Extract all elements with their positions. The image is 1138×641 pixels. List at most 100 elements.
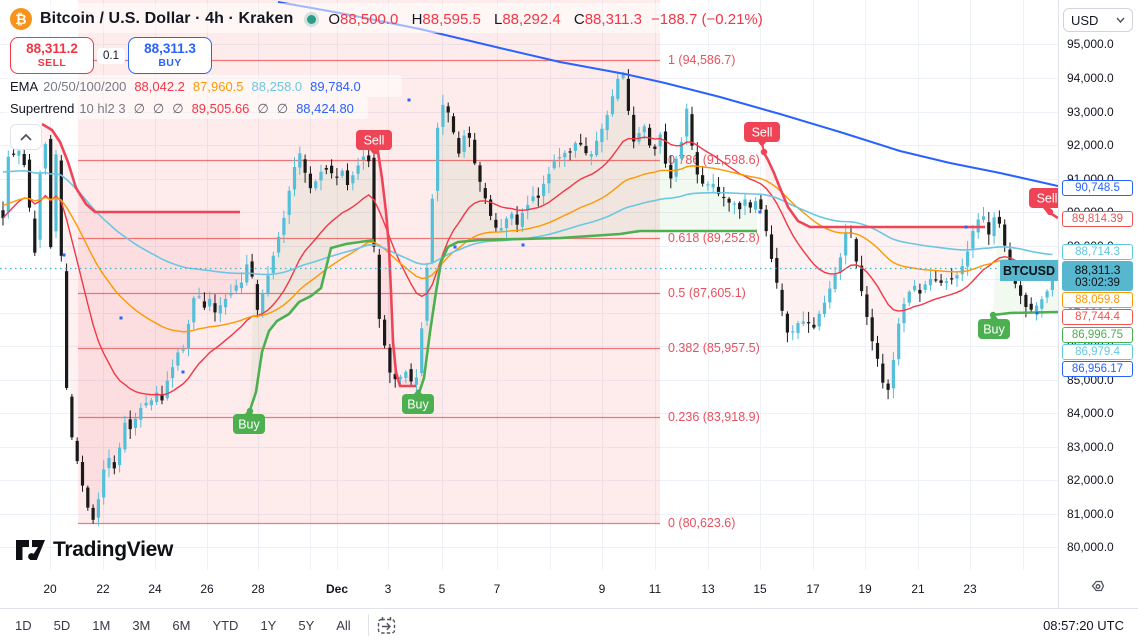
- time-tick: 26: [200, 582, 214, 596]
- sell-marker[interactable]: Sell: [1029, 188, 1058, 216]
- indicator-value: 89,505.66: [191, 101, 250, 116]
- supertrend-fill: [250, 155, 374, 410]
- indicator-price-label: 87,744.4: [1062, 309, 1133, 325]
- price-axis[interactable]: USD 95,000.0 94,000.0 93,000.0 92,000.0 91,0…: [1058, 0, 1138, 570]
- spread-value: 0.1: [97, 47, 125, 64]
- trade-dot-icon: [407, 98, 411, 102]
- legend-backdrop: [6, 97, 368, 119]
- fib-level-label: 0.382 (85,957.5): [668, 341, 760, 355]
- ema-name: EMA: [10, 79, 39, 94]
- ema-params: 20/50/100/200: [43, 79, 127, 94]
- indicator-value: 87,960.5: [192, 79, 244, 94]
- svg-text:BTCUSD: BTCUSD: [1003, 264, 1055, 278]
- sell-marker[interactable]: Sell: [356, 130, 392, 155]
- trade-dot-icon: [119, 316, 123, 320]
- svg-text:Buy: Buy: [407, 398, 429, 412]
- high-value: 88,595.5: [422, 10, 481, 28]
- ohlc-values: O88,500.0 H88,595.5 L88,292.4 C88,311.3: [328, 11, 642, 28]
- trade-dot-icon: [964, 225, 968, 229]
- supertrend-params: 10 hl2 3: [79, 101, 126, 116]
- indicator-value: 89,784.0: [310, 79, 361, 94]
- axis-corner-divider: [1058, 570, 1059, 608]
- legend-backdrop: [6, 3, 718, 33]
- time-tick: 23: [963, 582, 977, 596]
- range-button-5y[interactable]: 5Y: [298, 617, 315, 633]
- indicator-value: ∅: [152, 101, 165, 116]
- buy-marker[interactable]: Buy: [402, 389, 434, 414]
- range-button-6m[interactable]: 6M: [172, 617, 191, 633]
- price-tick: 93,000.0: [1067, 105, 1114, 119]
- indicator-price-label: 86,956.17: [1062, 361, 1133, 377]
- tradingview-watermark: TradingView: [16, 538, 173, 562]
- time-tick: 21: [911, 582, 925, 596]
- buy-button[interactable]: 88,311.3 BUY: [128, 37, 212, 74]
- indicator-price-label: 89,814.39: [1062, 211, 1133, 227]
- time-tick: 17: [806, 582, 820, 596]
- trade-dot-icon: [1035, 311, 1039, 315]
- low-value: 88,292.4: [502, 10, 561, 28]
- symbol-row[interactable]: ₿ Bitcoin / U.S. Dollar · 4h · Kraken O8…: [10, 8, 763, 30]
- price-tick: 83,000.0: [1067, 440, 1114, 454]
- time-tick: 22: [96, 582, 110, 596]
- chevron-up-icon: [20, 133, 32, 141]
- buy-label: BUY: [158, 57, 182, 69]
- range-button-5d[interactable]: 5D: [53, 617, 71, 633]
- toolbar-divider: [367, 614, 369, 636]
- ema20-line[interactable]: [2, 136, 1053, 396]
- symbol-title[interactable]: Bitcoin / U.S. Dollar · 4h · Kraken: [40, 10, 294, 27]
- indicator-value: ∅: [172, 101, 184, 116]
- currency-selector[interactable]: USD: [1063, 8, 1133, 32]
- high-key: H: [411, 10, 423, 28]
- buy-price: 88,311.3: [144, 41, 196, 56]
- ema-legend-row[interactable]: EMA 20/50/100/200 88,042.2 87,960.5 88,258.0…: [10, 79, 361, 94]
- range-button-1y[interactable]: 1Y: [260, 617, 277, 633]
- legend-collapse-button[interactable]: [10, 124, 42, 150]
- sell-price: 88,311.2: [26, 41, 78, 56]
- supertrend-sell-line[interactable]: [41, 122, 240, 214]
- supertrend-buy-line[interactable]: [248, 238, 375, 411]
- sell-button[interactable]: 88,311.2 SELL: [10, 37, 94, 74]
- ema-values: 88,042.2 87,960.5 88,258.0 89,784.0: [126, 79, 360, 94]
- close-value: 88,311.3: [584, 10, 642, 28]
- indicator-value: 88,258.0: [251, 79, 303, 94]
- range-button-all[interactable]: All: [336, 617, 351, 633]
- ema50-line[interactable]: [2, 165, 1053, 333]
- range-button-1d[interactable]: 1D: [15, 617, 32, 633]
- supertrend-fill: [993, 216, 1058, 315]
- trade-panel: 88,311.2 SELL 0.1 88,311.3 BUY: [10, 37, 212, 74]
- candlesticks: [1, 69, 1054, 526]
- supertrend-legend-row[interactable]: Supertrend 10 hl2 3 ∅ ∅ ∅ 89,505.66 ∅ ∅ 88,424.8…: [10, 101, 354, 117]
- time-tick: 20: [43, 582, 57, 596]
- supertrend-sell-line[interactable]: [376, 151, 416, 388]
- fib-level-label: 0.5 (87,605.1): [668, 286, 746, 300]
- supertrend-values: ∅ ∅ ∅ 89,505.66 ∅ ∅ 88,424.80: [126, 101, 354, 116]
- supertrend-buy-line[interactable]: [416, 229, 757, 397]
- gear-icon[interactable]: [1090, 579, 1106, 595]
- supertrend-sell-line[interactable]: [762, 152, 985, 229]
- buy-marker[interactable]: Buy: [978, 311, 1010, 339]
- range-button-3m[interactable]: 3M: [132, 617, 151, 633]
- market-status-dot-icon: [307, 14, 317, 24]
- range-button-1m[interactable]: 1M: [92, 617, 111, 633]
- time-tick: Dec: [325, 582, 349, 596]
- price-change: −188.7 (−0.21%): [651, 10, 763, 28]
- time-axis[interactable]: 20 22 24 26 28 Dec 3 5 7 9 11 13 15 17 19 21 23: [0, 570, 1138, 608]
- utc-clock: 08:57:20 UTC: [1043, 617, 1124, 633]
- range-button-ytd[interactable]: YTD: [212, 617, 239, 633]
- supertrend-fill: [378, 152, 416, 388]
- price-tick: 81,000.0: [1067, 507, 1114, 521]
- open-key: O: [328, 10, 340, 28]
- indicator-price-label: 88,059.8: [1062, 292, 1133, 308]
- bottom-toolbar: 1D 5D 1M 3M 6M YTD 1Y 5Y All 08:57:20 UTC: [0, 608, 1138, 641]
- go-to-date-icon[interactable]: [377, 616, 397, 635]
- buy-marker[interactable]: Buy: [233, 407, 265, 434]
- indicator-price-label: 90,748.5: [1062, 180, 1133, 196]
- indicator-price-label: 86,979.4: [1062, 344, 1133, 360]
- indicator-value: 88,424.80: [296, 101, 354, 116]
- trade-dot-icon: [181, 370, 185, 374]
- sell-marker[interactable]: Sell: [744, 122, 780, 156]
- time-tick: 9: [598, 582, 606, 596]
- current-price-value: 88,311.3: [1074, 263, 1121, 277]
- supertrend-fill: [418, 70, 757, 396]
- supertrend-buy-line[interactable]: [992, 310, 1058, 317]
